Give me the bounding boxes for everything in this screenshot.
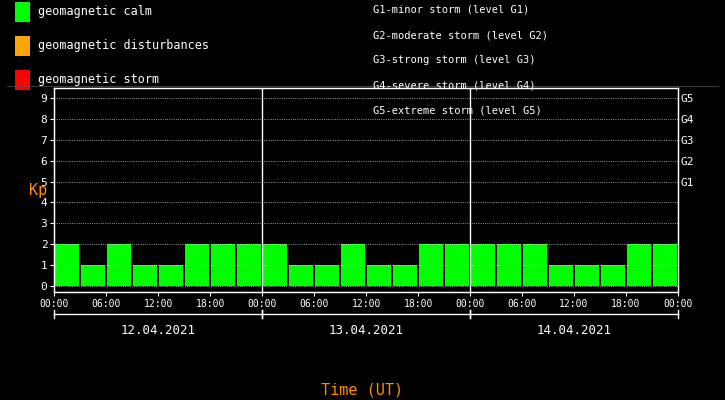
Bar — [419, 244, 443, 286]
Bar — [55, 244, 79, 286]
Text: G4-severe storm (level G4): G4-severe storm (level G4) — [373, 80, 536, 90]
Bar — [497, 244, 521, 286]
Bar — [160, 265, 183, 286]
Bar — [315, 265, 339, 286]
Text: geomagnetic storm: geomagnetic storm — [38, 74, 159, 86]
Bar — [289, 265, 313, 286]
Bar — [263, 244, 287, 286]
Bar — [445, 244, 469, 286]
Bar — [549, 265, 573, 286]
Bar — [237, 244, 261, 286]
Text: G1-minor storm (level G1): G1-minor storm (level G1) — [373, 5, 530, 15]
Bar — [186, 244, 210, 286]
Text: G5-extreme storm (level G5): G5-extreme storm (level G5) — [373, 106, 542, 116]
Bar — [393, 265, 417, 286]
Bar — [133, 265, 157, 286]
Bar — [601, 265, 625, 286]
Bar — [341, 244, 365, 286]
Bar — [653, 244, 677, 286]
Y-axis label: Kp: Kp — [29, 182, 47, 198]
Bar — [211, 244, 235, 286]
Text: Time (UT): Time (UT) — [321, 382, 404, 398]
Text: 14.04.2021: 14.04.2021 — [536, 324, 611, 336]
Bar — [471, 244, 495, 286]
Bar — [107, 244, 131, 286]
Text: 12.04.2021: 12.04.2021 — [121, 324, 196, 336]
Bar — [367, 265, 391, 286]
Bar — [575, 265, 599, 286]
Bar — [81, 265, 105, 286]
Text: 13.04.2021: 13.04.2021 — [328, 324, 404, 336]
Text: G3-strong storm (level G3): G3-strong storm (level G3) — [373, 56, 536, 66]
Bar — [627, 244, 651, 286]
Text: geomagnetic calm: geomagnetic calm — [38, 6, 152, 18]
Bar — [523, 244, 547, 286]
Text: geomagnetic disturbances: geomagnetic disturbances — [38, 40, 209, 52]
Text: G2-moderate storm (level G2): G2-moderate storm (level G2) — [373, 30, 548, 40]
